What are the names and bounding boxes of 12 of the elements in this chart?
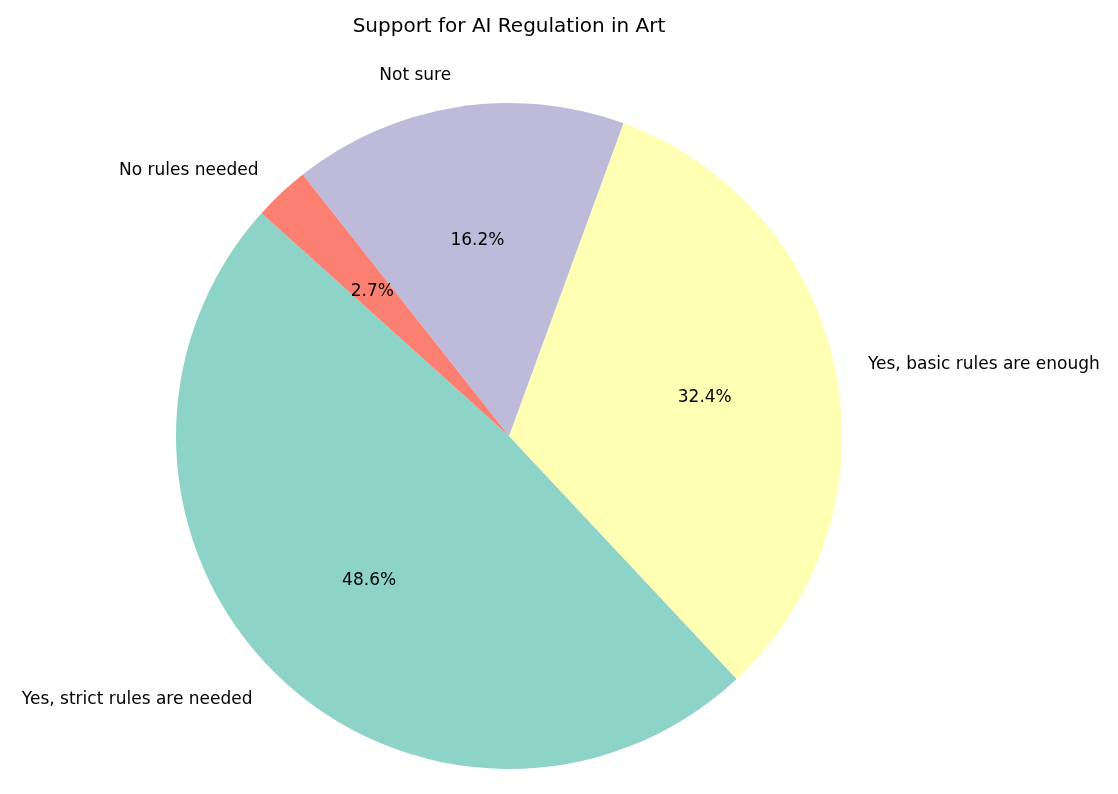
chart-title: Support for AI Regulation in Art xyxy=(352,13,666,37)
pie-slice xyxy=(261,174,509,436)
data-label: 48.6% xyxy=(342,568,397,589)
pie-slice xyxy=(302,103,624,436)
data-label: 2.7% xyxy=(350,280,394,301)
slice-label: Yes, basic rules are enough xyxy=(866,352,1100,373)
slice-label: Not sure xyxy=(379,64,452,85)
pie-slice xyxy=(509,123,842,679)
data-label: 32.4% xyxy=(677,386,732,407)
slice-label: Yes, strict rules are needed xyxy=(20,687,253,708)
slice-label: No rules needed xyxy=(119,158,259,179)
data-label: 16.2% xyxy=(450,228,505,249)
